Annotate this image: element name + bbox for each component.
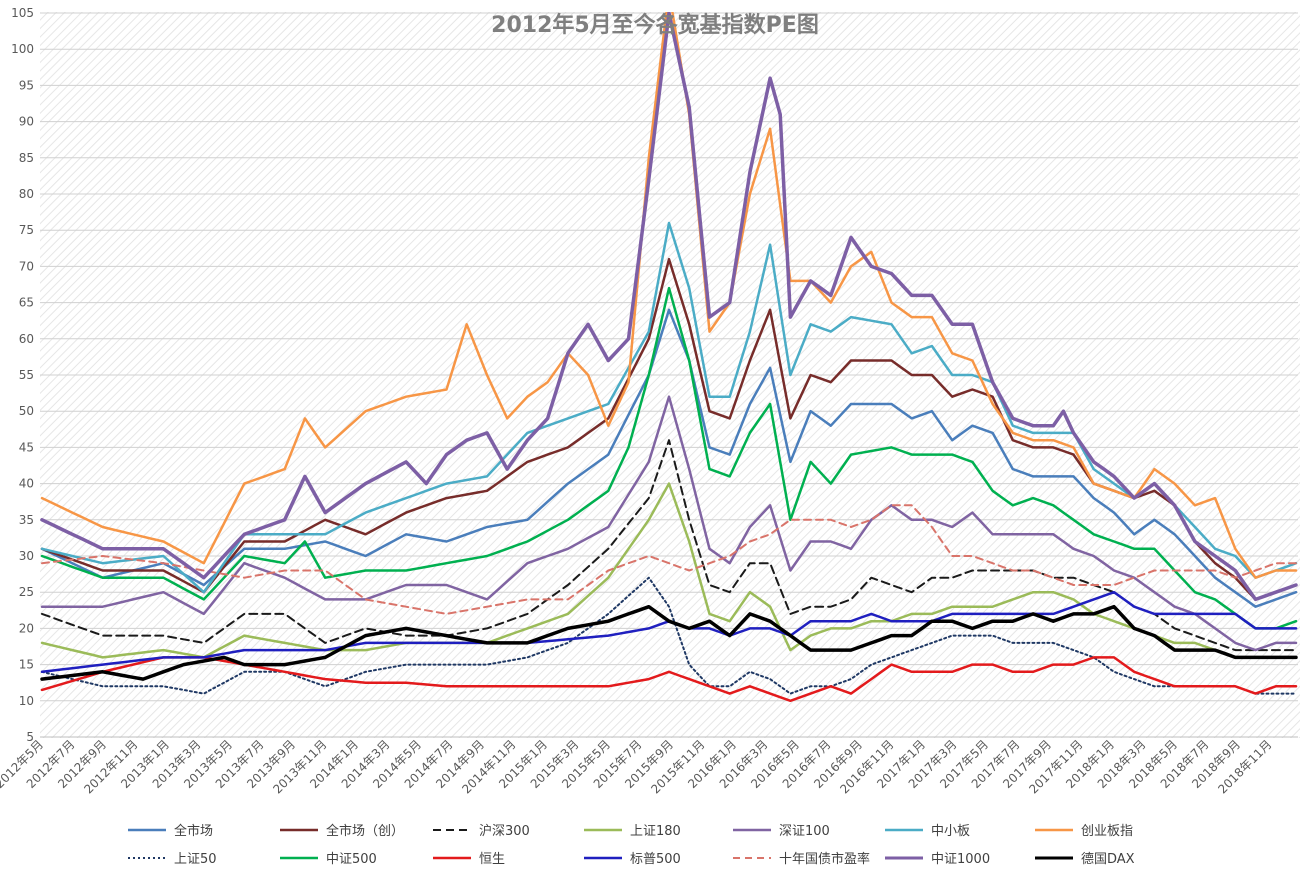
y-tick-label: 10 bbox=[19, 694, 34, 708]
legend-label: 上证180 bbox=[630, 824, 681, 839]
series-line-11 bbox=[41, 504, 1297, 615]
y-tick-label: 35 bbox=[19, 513, 34, 527]
legend-label: 十年国债市盈率 bbox=[779, 851, 870, 867]
legend-label: 上证50 bbox=[174, 852, 217, 867]
y-tick-label: 65 bbox=[19, 296, 34, 310]
y-tick-label: 25 bbox=[19, 585, 34, 599]
y-tick-label: 55 bbox=[19, 368, 34, 382]
legend-label: 深证100 bbox=[779, 824, 830, 839]
series-line-13 bbox=[40, 604, 1298, 681]
series-lines bbox=[40, 12, 1298, 703]
y-tick-label: 95 bbox=[19, 78, 34, 92]
series-line-0 bbox=[40, 308, 1298, 608]
y-tick-label: 30 bbox=[19, 549, 34, 563]
series-line-3 bbox=[40, 482, 1298, 659]
legend-label: 沪深300 bbox=[479, 823, 530, 839]
y-tick-label: 50 bbox=[19, 404, 34, 418]
y-tick-label: 15 bbox=[19, 658, 34, 672]
y-tick-label: 90 bbox=[19, 115, 34, 129]
series-line-6 bbox=[40, 12, 1298, 579]
series-line-5 bbox=[40, 221, 1298, 594]
y-tick-label: 85 bbox=[19, 151, 34, 165]
y-tick-label: 70 bbox=[19, 259, 34, 273]
legend-label: 创业板指 bbox=[1081, 824, 1133, 839]
legend-label: 中小板 bbox=[931, 824, 970, 839]
series-line-12 bbox=[40, 12, 1298, 602]
x-axis-ticks: 2012年5月2012年7月2012年9月2012年11月2013年1月2013… bbox=[0, 736, 1298, 796]
y-tick-label: 5 bbox=[26, 730, 34, 744]
y-tick-label: 45 bbox=[19, 440, 34, 454]
series-line-8 bbox=[40, 286, 1298, 630]
series-line-2 bbox=[41, 439, 1297, 652]
legend-label: 中证500 bbox=[326, 852, 377, 867]
legend-label: 全市场 bbox=[174, 823, 213, 839]
legend-label: 德国DAX bbox=[1081, 852, 1135, 867]
y-tick-label: 75 bbox=[19, 223, 34, 237]
legend-label: 恒生 bbox=[479, 852, 505, 867]
y-tick-label: 80 bbox=[19, 187, 34, 201]
y-tick-label: 100 bbox=[11, 42, 34, 56]
y-tick-label: 40 bbox=[19, 477, 34, 491]
y-tick-label: 105 bbox=[11, 6, 34, 20]
legend-label: 标普500 bbox=[630, 852, 681, 867]
y-axis-ticks: 5 10 15 20 25 30 35 40 45 50 55 60 65 70 75 80 85 90 95 100… bbox=[11, 6, 34, 744]
y-tick-label: 20 bbox=[19, 621, 34, 635]
legend-label: 中证1000 bbox=[931, 852, 990, 867]
legend-label: 全市场（创） bbox=[326, 823, 404, 839]
chart-title: 2012年5月至今各宽基指数PE图 bbox=[491, 12, 819, 38]
gridlines bbox=[40, 12, 1298, 738]
y-tick-label: 60 bbox=[19, 332, 34, 346]
series-line-4 bbox=[40, 395, 1298, 652]
series-line-7 bbox=[41, 576, 1297, 695]
